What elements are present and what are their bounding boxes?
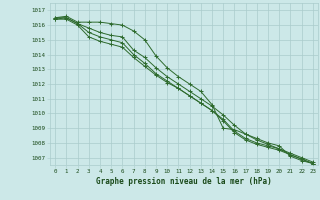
X-axis label: Graphe pression niveau de la mer (hPa): Graphe pression niveau de la mer (hPa) bbox=[96, 177, 272, 186]
